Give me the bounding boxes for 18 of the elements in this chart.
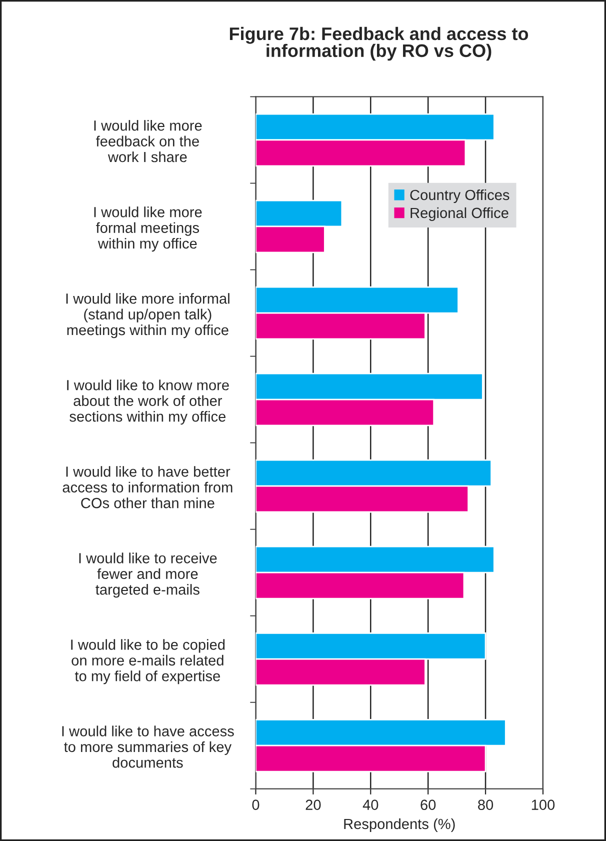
y-tick-label: I would like more feedback on the work I share [94,120,202,162]
y-tick-label: I would like to have better access to information from COs other than mine [62,466,232,508]
y-tick-label: I would like more informal (stand up/open talk) meetings within my office [66,293,230,338]
y-tick-label: I would like to know more about the work of other sections within my office [67,380,229,425]
y-tick-label: I would like more formal meetings within my office [94,206,202,252]
x-tick-label: 80 [478,800,494,810]
chart-title: Figure 7b: Feedback and access to information (by RO vs CO) [230,26,528,61]
legend-label: Country Offices [410,189,510,204]
y-tick-label: I would like to be copied on more e-mails related to my field of expertise [71,639,225,684]
y-tick-label: I would like to receive fewer and more targeted e-mails [79,552,217,598]
x-tick-label: 20 [306,800,321,810]
x-tick-label: 40 [362,800,378,810]
x-tick-label: 60 [420,800,436,810]
legend-label: Regional Office [410,207,508,221]
x-tick-label: 100 [532,800,555,810]
x-tick-label: 0 [252,800,260,810]
x-axis-title: Respondents (%) [344,818,455,832]
y-tick-label: I would like to have access to more summaries of key documents [62,726,234,768]
